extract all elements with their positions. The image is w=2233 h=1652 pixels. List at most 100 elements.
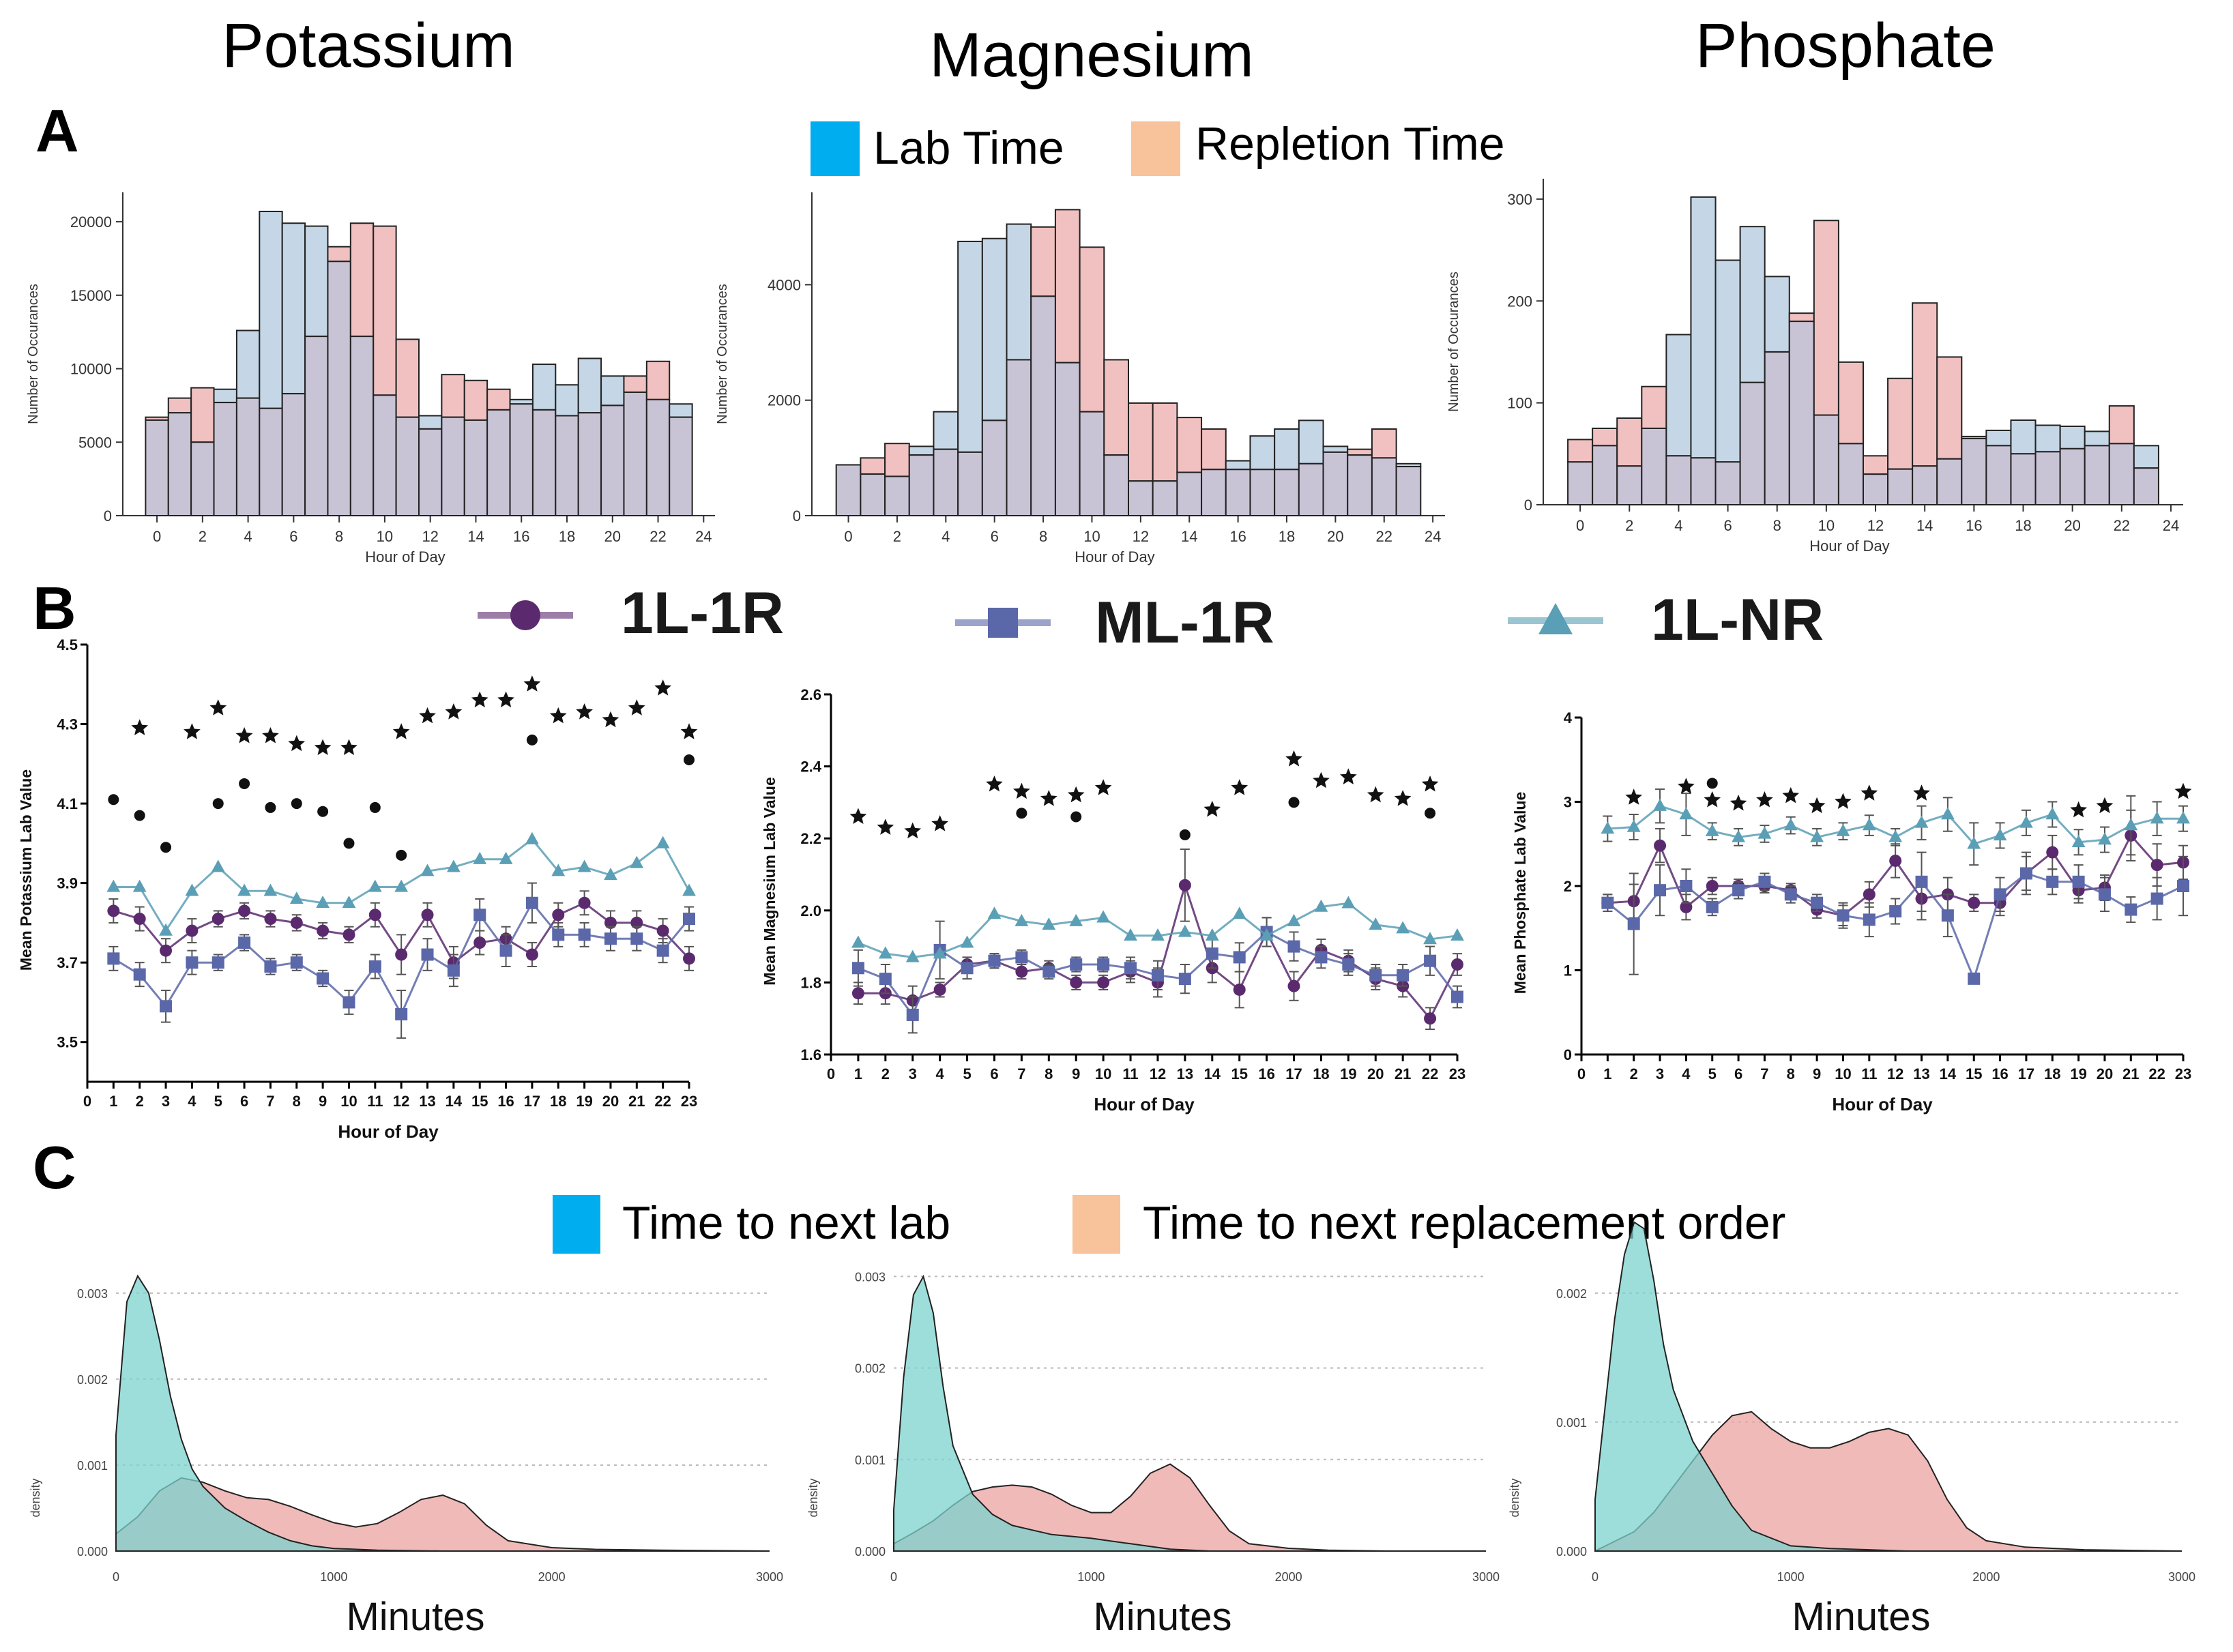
data-point bbox=[1287, 979, 1300, 992]
legend-c-replacement-label: Time to next replacement order bbox=[1143, 1197, 1785, 1249]
data-point bbox=[264, 960, 277, 973]
data-point bbox=[1626, 819, 1641, 832]
bar-overlap bbox=[1764, 351, 1790, 505]
significance-dot bbox=[1706, 778, 1718, 789]
bar-overlap bbox=[1985, 445, 2012, 505]
x-tick-label: 24 bbox=[1425, 528, 1441, 545]
data-point bbox=[368, 879, 382, 892]
bar-overlap bbox=[555, 415, 579, 516]
significance-dot bbox=[265, 801, 276, 813]
chart-c-magnesium: 0.000 0.001 0.002 0.003 0 1000 2000 3000 Minutes… bbox=[806, 1270, 1500, 1639]
x-tick-label: 8 bbox=[1773, 517, 1781, 534]
x-tick-label: 14 bbox=[1181, 528, 1197, 545]
x-tick-label: 5 bbox=[963, 1065, 971, 1082]
data-point bbox=[960, 935, 974, 948]
data-point bbox=[933, 983, 946, 996]
legend-a-repletion-swatch bbox=[1131, 121, 1180, 176]
bar-overlap bbox=[2034, 451, 2061, 506]
x-tick-label: 16 bbox=[1229, 528, 1246, 545]
bar-upper bbox=[2133, 445, 2159, 469]
x-axis-title: Hour of Day bbox=[1075, 548, 1154, 565]
data-point bbox=[656, 944, 669, 957]
bar-overlap bbox=[349, 336, 375, 516]
y-tick-label: 4.1 bbox=[57, 795, 78, 812]
data-point bbox=[1097, 958, 1110, 971]
data-point bbox=[1341, 896, 1356, 909]
data-point bbox=[1757, 826, 1772, 839]
bar-overlap bbox=[1887, 468, 1914, 505]
x-tick-label: 12 bbox=[1150, 1065, 1166, 1082]
bar-overlap bbox=[1103, 454, 1130, 516]
significance-star bbox=[1203, 801, 1221, 817]
legend-a-lab-swatch bbox=[811, 121, 860, 176]
x-tick-label: 9 bbox=[1813, 1065, 1821, 1082]
x-tick-label: 6 bbox=[1723, 517, 1732, 534]
y-tick-label: 0.001 bbox=[855, 1454, 886, 1467]
significance-star bbox=[1313, 771, 1330, 788]
bar-upper bbox=[884, 443, 910, 477]
x-tick-label: 20 bbox=[604, 528, 621, 545]
y-tick-label: 0.000 bbox=[77, 1545, 108, 1559]
data-point bbox=[1015, 951, 1028, 964]
bar-upper bbox=[349, 222, 375, 338]
significance-star bbox=[680, 723, 698, 739]
x-tick-label: 22 bbox=[2148, 1065, 2165, 1082]
data-point bbox=[2019, 815, 2033, 828]
bar-upper bbox=[373, 225, 397, 396]
bar-upper bbox=[2034, 424, 2061, 453]
x-tick-label: 9 bbox=[319, 1093, 327, 1110]
x-tick-label: 2 bbox=[1625, 517, 1633, 534]
bar-upper bbox=[908, 445, 935, 456]
significance-star bbox=[471, 691, 488, 708]
significance-star bbox=[1704, 791, 1721, 808]
data-point bbox=[604, 916, 617, 929]
x-tick-label: 10 bbox=[1083, 528, 1100, 545]
x-tick-label: 10 bbox=[377, 528, 393, 545]
x-tick-label: 10 bbox=[1835, 1065, 1851, 1082]
bar-overlap bbox=[145, 419, 169, 516]
data-point bbox=[395, 948, 408, 961]
data-point bbox=[1654, 839, 1667, 852]
x-tick-label: 18 bbox=[2044, 1065, 2060, 1082]
x-tick-label: 0 bbox=[844, 528, 852, 545]
x-tick-label: 2000 bbox=[1275, 1570, 1302, 1584]
bar-upper bbox=[190, 387, 215, 443]
x-tick-label: 10 bbox=[1095, 1065, 1111, 1082]
significance-star bbox=[628, 699, 645, 716]
significance-dot bbox=[343, 838, 355, 849]
y-tick-label: 2000 bbox=[768, 392, 801, 409]
data-point bbox=[851, 962, 864, 975]
x-tick-label: 24 bbox=[695, 528, 712, 545]
x-tick-label: 18 bbox=[550, 1093, 566, 1110]
y-tick-label: 4000 bbox=[768, 276, 801, 293]
x-tick-label: 12 bbox=[1133, 528, 1149, 545]
data-point bbox=[578, 896, 591, 909]
significance-star bbox=[1421, 776, 1439, 792]
bar-overlap bbox=[1665, 455, 1692, 505]
data-point bbox=[2071, 834, 2086, 847]
x-axis-title: Minutes bbox=[346, 1595, 484, 1639]
x-tick-label: 4 bbox=[936, 1065, 945, 1082]
bar-overlap bbox=[600, 404, 625, 517]
data-point bbox=[1178, 924, 1192, 937]
data-point bbox=[1233, 983, 1246, 996]
bar-upper bbox=[1567, 439, 1594, 463]
x-tick-label: 6 bbox=[289, 528, 297, 545]
x-tick-label: 5 bbox=[214, 1093, 222, 1110]
x-tick-label: 2 bbox=[136, 1093, 144, 1110]
x-tick-label: 2 bbox=[893, 528, 901, 545]
significance-dot bbox=[134, 810, 145, 821]
bar-upper bbox=[1225, 460, 1251, 471]
data-point bbox=[420, 864, 435, 876]
x-tick-label: 19 bbox=[2070, 1065, 2086, 1082]
bar-upper bbox=[1912, 302, 1938, 467]
data-point bbox=[1836, 823, 1850, 836]
bar-overlap bbox=[933, 448, 959, 516]
data-point bbox=[211, 956, 224, 969]
significance-dot bbox=[212, 798, 224, 810]
significance-star bbox=[1678, 778, 1695, 794]
data-point bbox=[160, 1000, 173, 1013]
y-tick-label: 2.0 bbox=[800, 902, 821, 919]
bar-upper bbox=[1298, 419, 1324, 464]
y-tick-label: 100 bbox=[1507, 395, 1532, 412]
